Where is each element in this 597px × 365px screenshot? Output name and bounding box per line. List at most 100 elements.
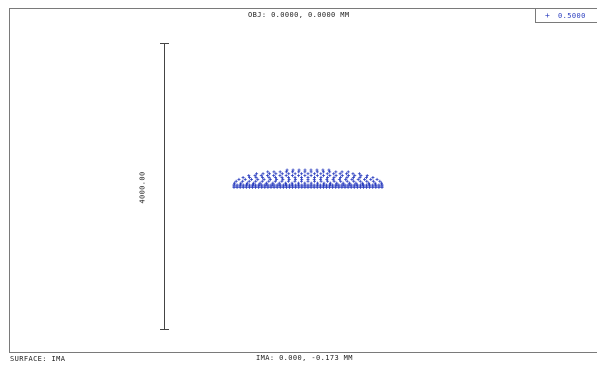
scale-bar: [164, 43, 165, 330]
spot-marker: [337, 177, 341, 181]
spot-marker: [321, 168, 325, 172]
spot-marker: [306, 176, 310, 179]
spot-marker: [315, 185, 319, 189]
spot-marker: [253, 174, 257, 178]
spot-marker: [319, 177, 323, 181]
spot-marker: [303, 174, 307, 178]
spot-marker: [267, 179, 271, 183]
spot-marker: [250, 177, 254, 181]
spot-marker: [358, 179, 362, 183]
spot-marker: [274, 172, 278, 176]
spot-marker: [306, 172, 310, 176]
plot-left-border: [9, 8, 10, 352]
plot-bottom-border: [9, 352, 597, 353]
spot-marker: [351, 176, 355, 179]
spot-marker: [349, 185, 353, 189]
spot-marker: [278, 174, 282, 178]
spot-marker: [262, 177, 266, 181]
spot-marker: [275, 185, 279, 189]
spot-marker: [353, 174, 357, 178]
spot-marker: [287, 176, 291, 179]
spot-marker: [280, 172, 284, 176]
spot-marker: [243, 177, 247, 181]
spot-marker: [331, 177, 335, 181]
spot-marker: [328, 174, 332, 178]
spot-marker: [345, 179, 349, 183]
spot-marker: [346, 170, 350, 174]
spot-marker: [260, 185, 264, 189]
spot-marker: [357, 172, 361, 176]
spot-marker: [325, 176, 329, 179]
spot-marker: [340, 185, 344, 189]
spot-marker: [281, 185, 285, 189]
spot-marker: [355, 185, 359, 189]
plot-top-border: [9, 8, 597, 9]
spot-marker: [338, 172, 342, 176]
spot-marker: [343, 185, 347, 189]
spot-marker: [300, 172, 304, 176]
spot-marker: [259, 174, 263, 178]
spot-marker: [252, 181, 256, 185]
spot-marker: [328, 185, 332, 189]
spot-marker: [251, 185, 254, 189]
spot-marker: [291, 170, 295, 174]
spot-marker: [257, 185, 261, 189]
spot-marker: [319, 172, 323, 176]
spot-marker: [334, 174, 338, 178]
spot-marker: [272, 185, 276, 189]
spot-marker: [291, 185, 295, 189]
spot-marker: [318, 185, 322, 189]
spot-marker: [315, 174, 319, 178]
spot-marker: [362, 185, 365, 189]
spot-marker: [280, 176, 284, 179]
spot-marker: [325, 177, 329, 181]
spot-marker: [247, 185, 251, 189]
spot-marker: [254, 179, 258, 183]
spot-marker: [328, 181, 332, 185]
spot-marker: [286, 179, 290, 183]
spot-marker: [264, 181, 268, 185]
spot-marker: [309, 174, 313, 178]
spot-marker: [274, 176, 278, 179]
spot-marker: [351, 172, 355, 176]
spot-marker: [344, 177, 348, 181]
spot-marker: [290, 174, 294, 178]
spot-marker: [303, 168, 307, 172]
spot-marker: [369, 177, 373, 181]
legend-marker-icon: +: [545, 11, 550, 20]
spot-marker: [347, 174, 351, 178]
spot-marker: [303, 185, 307, 189]
spot-marker: [267, 176, 271, 179]
spot-marker: [322, 174, 326, 178]
spot-marker: [380, 185, 384, 189]
spot-marker: [362, 177, 366, 181]
spot-marker: [284, 170, 288, 174]
spot-marker: [258, 181, 262, 185]
legend-wavelength-value: 0.5000: [558, 12, 586, 20]
spot-marker: [309, 185, 313, 189]
scale-bar-bottom-cap: [160, 329, 169, 330]
spot-marker: [297, 185, 301, 189]
spot-marker: [334, 185, 338, 189]
spot-marker: [256, 177, 260, 181]
spot-marker: [360, 181, 364, 185]
spot-marker: [284, 174, 288, 178]
spot-marker: [260, 179, 264, 183]
spot-marker: [244, 185, 248, 189]
spot-marker: [375, 177, 379, 181]
spot-marker: [278, 185, 282, 189]
spot-marker: [327, 168, 331, 172]
spot-marker: [319, 176, 323, 179]
spot-marker: [290, 181, 294, 185]
spot-marker: [354, 181, 358, 185]
spot-marker: [300, 176, 304, 179]
spot-marker: [247, 174, 251, 178]
spot-marker: [271, 181, 275, 185]
spot-marker: [352, 179, 356, 183]
spot-marker: [331, 185, 335, 189]
spot-marker: [275, 177, 279, 181]
spot-marker: [266, 170, 270, 174]
spot-marker: [312, 176, 316, 179]
spot-marker: [378, 179, 382, 183]
spot-marker: [284, 181, 288, 185]
